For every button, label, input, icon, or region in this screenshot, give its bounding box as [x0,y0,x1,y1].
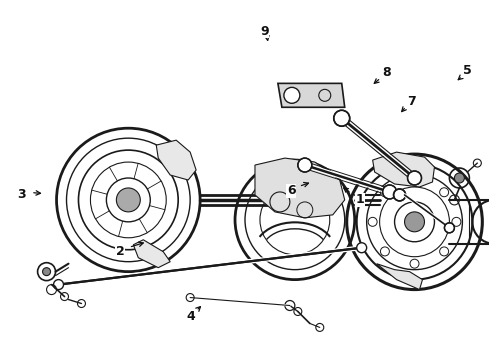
Circle shape [53,280,64,289]
Text: 9: 9 [260,25,269,38]
Polygon shape [278,84,345,107]
Text: 6: 6 [287,184,296,197]
Text: 2: 2 [116,245,125,258]
Text: 5: 5 [463,64,472,77]
Polygon shape [372,152,435,187]
Circle shape [298,158,312,172]
Circle shape [405,212,424,232]
Circle shape [454,173,465,183]
Circle shape [334,110,350,126]
Text: 3: 3 [17,188,25,201]
Circle shape [383,185,396,199]
Circle shape [284,87,300,103]
Text: 1: 1 [355,193,364,206]
Polygon shape [377,264,422,289]
Circle shape [408,171,421,185]
Text: 4: 4 [187,310,196,323]
Polygon shape [156,140,196,180]
Circle shape [393,189,406,201]
Polygon shape [255,158,345,218]
Circle shape [444,223,454,233]
Polygon shape [133,240,170,268]
Circle shape [116,188,140,212]
Circle shape [357,243,367,253]
Text: 8: 8 [382,66,391,79]
Text: 7: 7 [407,95,416,108]
Circle shape [43,268,50,276]
